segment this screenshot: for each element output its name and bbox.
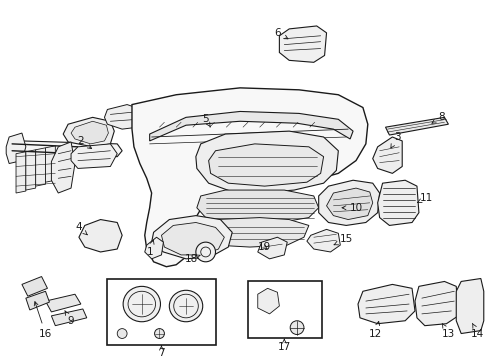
Bar: [107, 279, 215, 345]
Text: 14: 14: [470, 323, 484, 338]
Polygon shape: [104, 104, 143, 129]
Bar: [247, 282, 321, 338]
Polygon shape: [144, 237, 163, 259]
Text: 1: 1: [146, 240, 154, 257]
Polygon shape: [208, 144, 323, 186]
Ellipse shape: [117, 329, 127, 338]
Polygon shape: [161, 222, 224, 255]
Text: 16: 16: [34, 302, 52, 338]
Polygon shape: [372, 137, 402, 174]
Polygon shape: [306, 229, 340, 252]
Polygon shape: [16, 152, 26, 193]
Text: 13: 13: [441, 323, 454, 338]
Text: 18: 18: [184, 254, 200, 264]
Polygon shape: [132, 88, 367, 267]
Text: 5: 5: [202, 114, 210, 127]
Polygon shape: [6, 133, 26, 163]
Polygon shape: [71, 121, 108, 144]
Polygon shape: [318, 180, 379, 225]
Polygon shape: [257, 288, 279, 314]
Polygon shape: [63, 117, 114, 147]
Polygon shape: [455, 279, 483, 333]
Polygon shape: [51, 142, 75, 193]
Text: 19: 19: [258, 242, 271, 252]
Polygon shape: [45, 294, 81, 312]
Text: 12: 12: [368, 321, 382, 338]
Text: 8: 8: [431, 112, 444, 123]
Polygon shape: [377, 180, 418, 225]
Text: 2: 2: [78, 136, 91, 149]
Polygon shape: [357, 284, 414, 324]
Ellipse shape: [169, 290, 203, 322]
Polygon shape: [36, 148, 45, 186]
Polygon shape: [257, 237, 286, 259]
Polygon shape: [196, 217, 308, 247]
Ellipse shape: [154, 329, 164, 338]
Polygon shape: [197, 190, 318, 222]
Polygon shape: [279, 26, 326, 62]
Polygon shape: [45, 146, 55, 182]
Polygon shape: [22, 276, 47, 296]
Text: 10: 10: [341, 203, 362, 213]
Polygon shape: [51, 309, 86, 326]
Text: 3: 3: [390, 132, 400, 148]
Text: 6: 6: [274, 28, 287, 39]
Polygon shape: [9, 141, 122, 157]
Polygon shape: [326, 188, 372, 220]
Polygon shape: [151, 216, 232, 259]
Text: 17: 17: [277, 339, 290, 352]
Text: 7: 7: [158, 345, 164, 358]
Text: 11: 11: [416, 193, 432, 203]
Polygon shape: [196, 131, 338, 193]
Text: 15: 15: [333, 234, 352, 245]
Polygon shape: [79, 220, 122, 252]
Polygon shape: [26, 291, 49, 310]
Text: 4: 4: [76, 222, 87, 235]
Polygon shape: [26, 150, 36, 190]
Ellipse shape: [289, 321, 304, 334]
Ellipse shape: [196, 242, 215, 262]
Polygon shape: [414, 282, 457, 326]
Polygon shape: [149, 112, 352, 141]
Polygon shape: [385, 117, 447, 135]
Ellipse shape: [123, 286, 160, 322]
Polygon shape: [71, 144, 117, 168]
Text: 9: 9: [65, 311, 74, 326]
